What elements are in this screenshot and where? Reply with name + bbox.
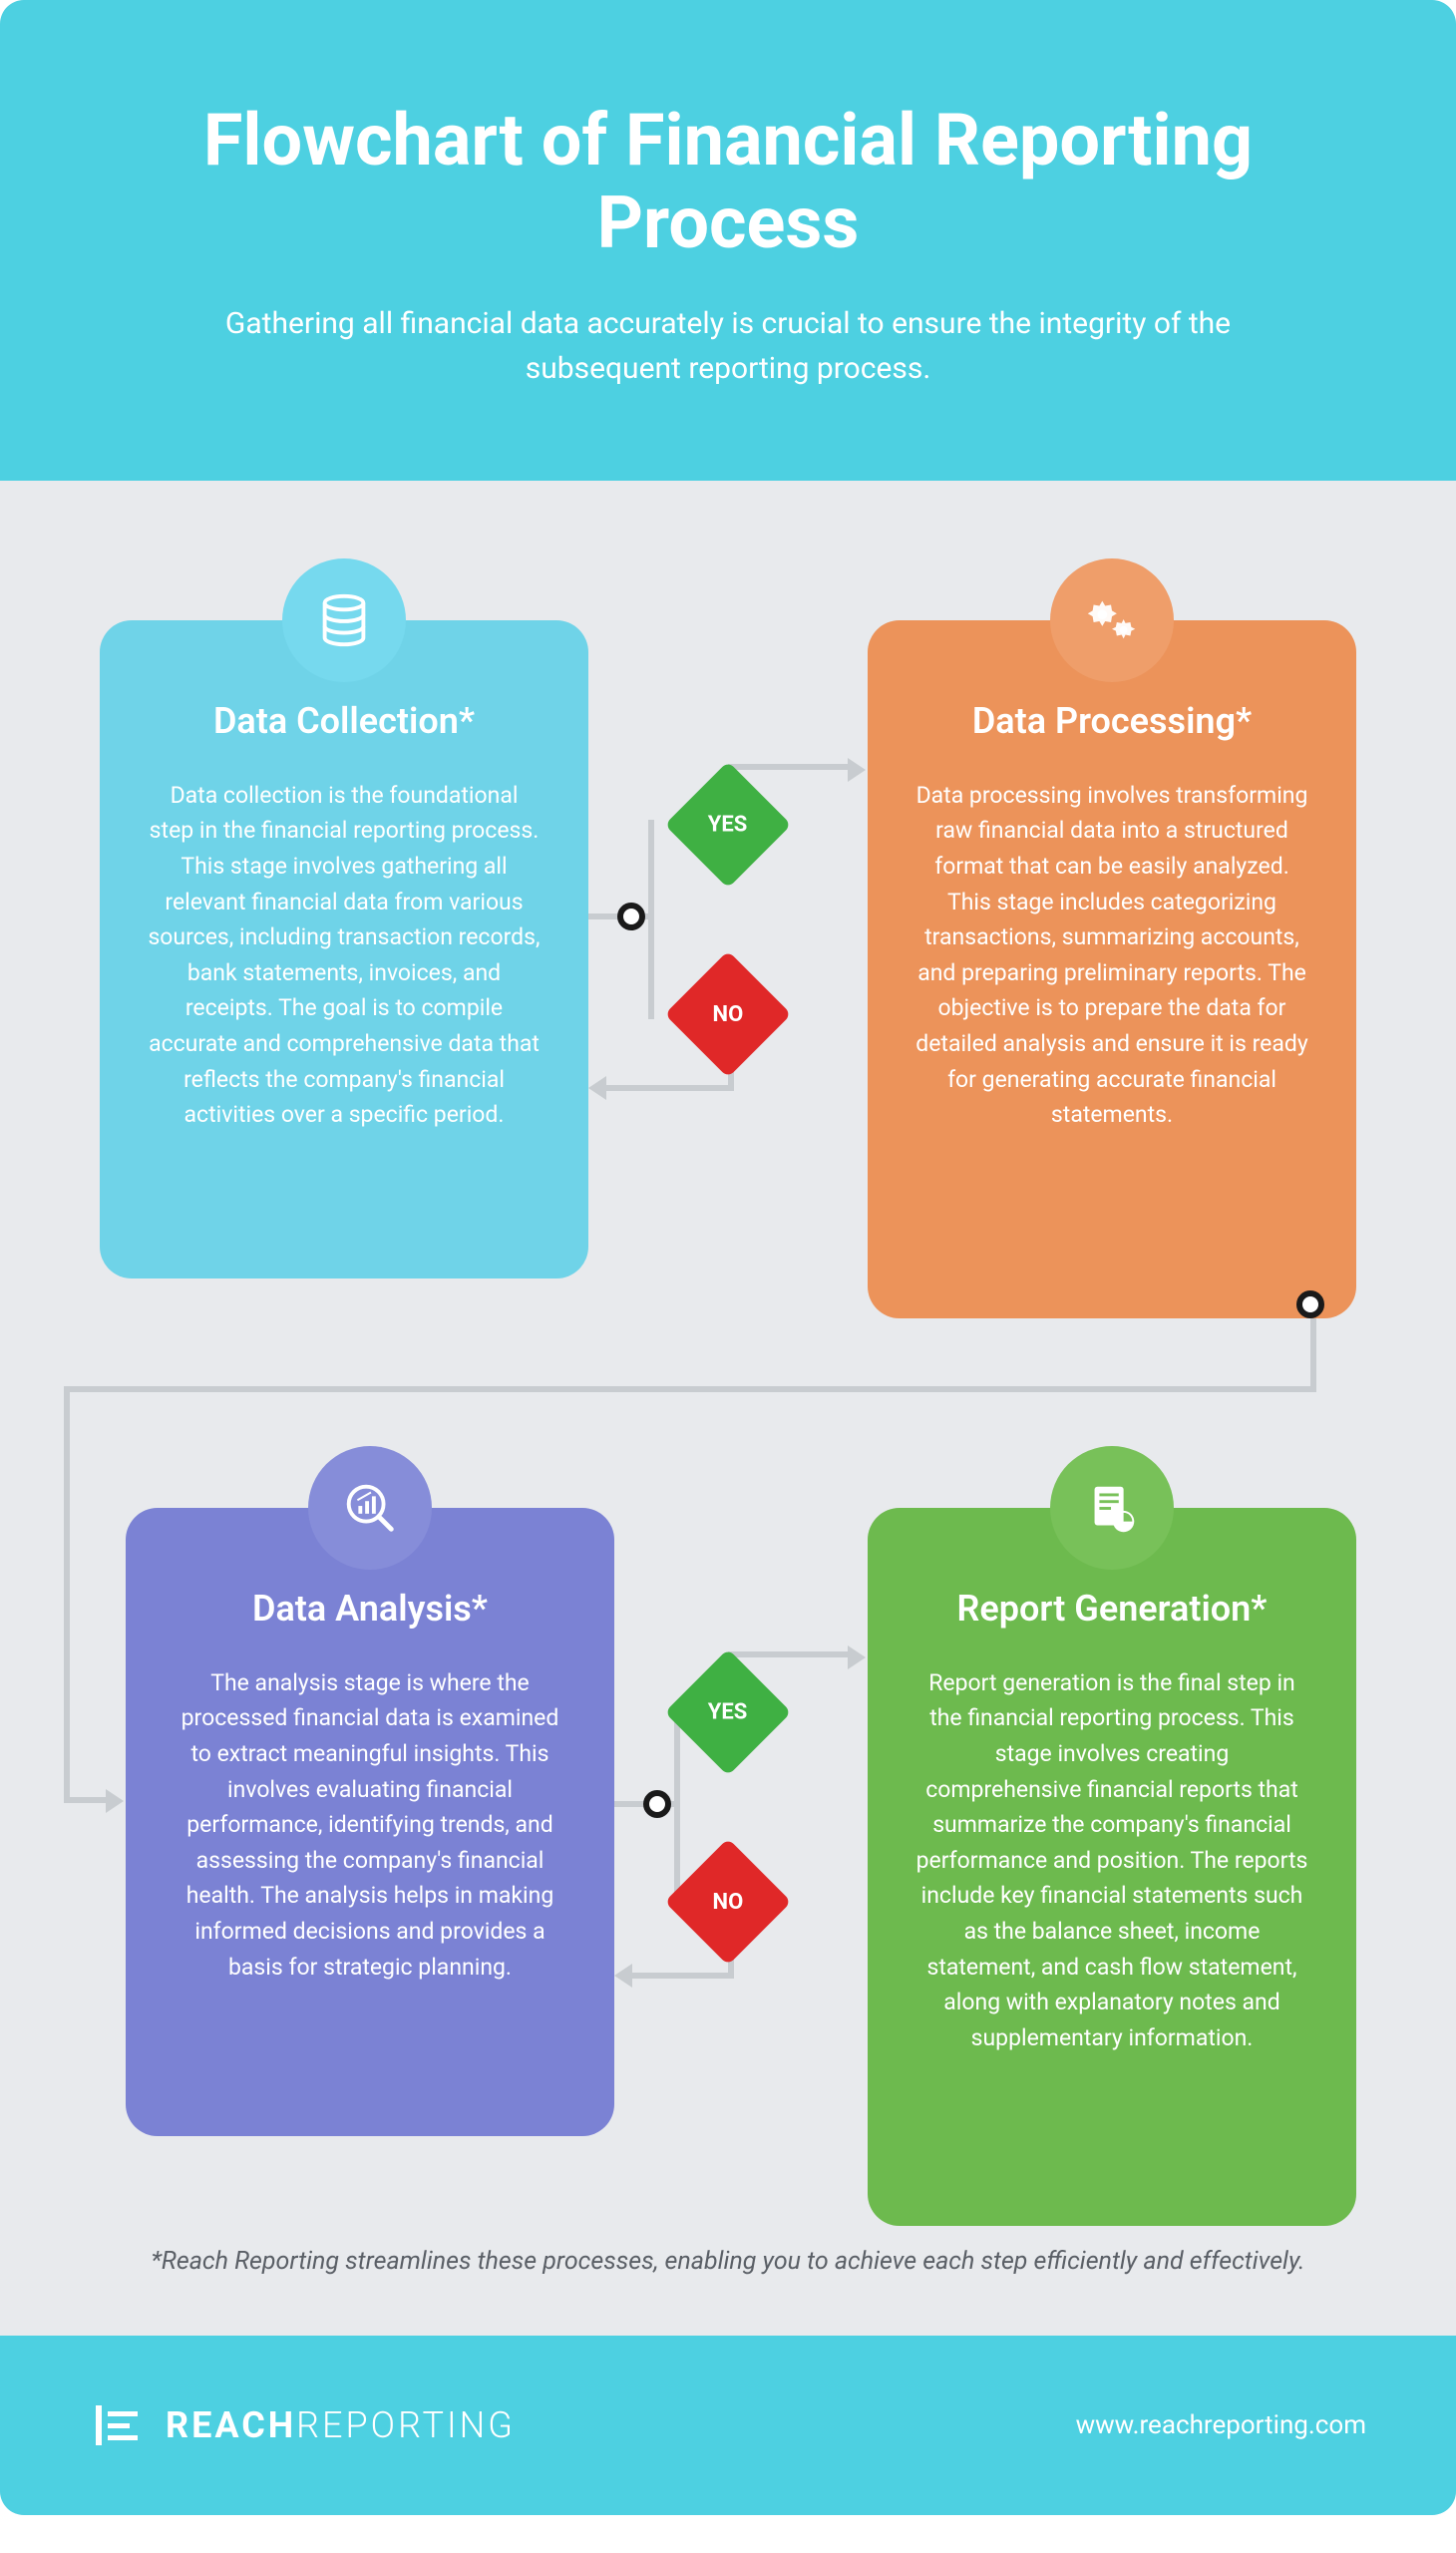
card-title: Report Generation* [915, 1588, 1308, 1630]
infographic-container: Flowchart of Financial Reporting Process… [0, 0, 1456, 2515]
connector [632, 1973, 734, 1979]
card-data-collection: Data Collection* Data collection is the … [100, 620, 588, 1278]
connector-dot [643, 1790, 671, 1818]
connector-dot [617, 903, 645, 930]
card-report-generation: Report Generation* Report generation is … [868, 1508, 1356, 2226]
card-body: Data collection is the foundational step… [148, 778, 541, 1133]
connector-dot [1296, 1290, 1324, 1318]
decision-no: NO [664, 1838, 791, 1965]
card-title: Data Collection* [148, 700, 541, 742]
arrow-icon [848, 758, 866, 782]
connector [674, 1707, 680, 1907]
brand-logo: REACHREPORTING [90, 2397, 516, 2453]
arrow-icon [106, 1789, 124, 1813]
card-data-analysis: Data Analysis* The analysis stage is whe… [126, 1508, 614, 2136]
arrow-icon [614, 1964, 632, 1988]
page-title: Flowchart of Financial Reporting Process [120, 100, 1336, 265]
header: Flowchart of Financial Reporting Process… [0, 0, 1456, 481]
card-data-processing: Data Processing* Data processing involve… [868, 620, 1356, 1318]
arrow-icon [588, 1076, 606, 1100]
flowchart-content: Data Collection* Data collection is the … [0, 481, 1456, 2336]
connector [728, 1651, 850, 1657]
document-icon [1050, 1446, 1174, 1570]
database-icon [282, 558, 406, 682]
gears-icon [1050, 558, 1174, 682]
page-subtitle: Gathering all financial data accurately … [209, 301, 1247, 391]
logo-icon [90, 2397, 146, 2453]
card-body: The analysis stage is where the processe… [174, 1665, 566, 1986]
connector [64, 1797, 108, 1803]
arrow-icon [848, 1645, 866, 1669]
brand-name: REACHREPORTING [166, 2404, 516, 2446]
card-title: Data Analysis* [174, 1588, 566, 1630]
connector [64, 1386, 70, 1801]
connector [728, 764, 850, 770]
connector [648, 820, 654, 1019]
decision-no: NO [664, 950, 791, 1077]
decision-yes: YES [664, 1648, 791, 1775]
magnify-chart-icon [308, 1446, 432, 1570]
connector [64, 1386, 1316, 1392]
card-body: Data processing involves transforming ra… [915, 778, 1308, 1133]
footnote: *Reach Reporting streamlines these proce… [0, 2247, 1456, 2276]
card-body: Report generation is the final step in t… [915, 1665, 1308, 2056]
footer-url: www.reachreporting.com [1076, 2410, 1366, 2440]
footer: REACHREPORTING www.reachreporting.com [0, 2336, 1456, 2515]
decision-yes: YES [664, 761, 791, 888]
card-title: Data Processing* [915, 700, 1308, 742]
connector [606, 1085, 734, 1091]
